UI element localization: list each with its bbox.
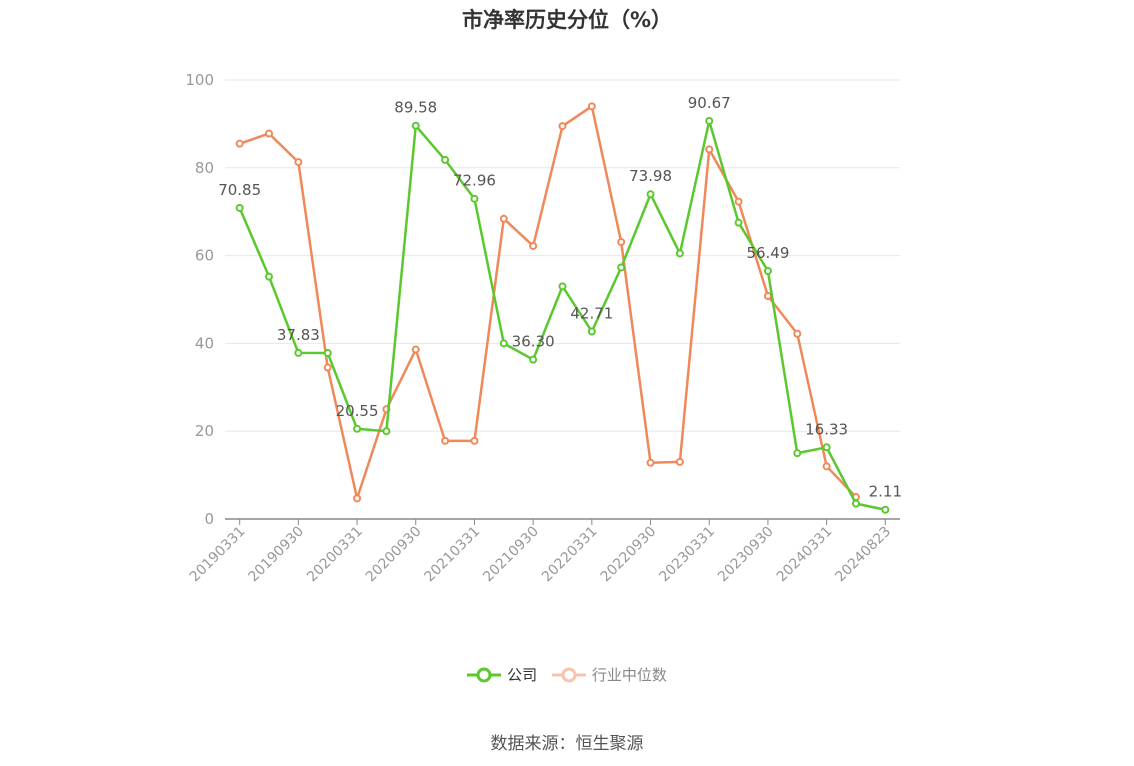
chart-title: 市净率历史分位（%）	[461, 8, 673, 32]
series-1-point-13	[617, 237, 626, 246]
x-tick-label-20200331: 20200331	[304, 524, 366, 586]
series-0-point-22	[881, 505, 890, 514]
series-1-point-17	[734, 197, 743, 206]
series-0-point-11	[558, 282, 567, 291]
series-0-data-label-0: 70.85	[218, 181, 261, 199]
legend-label-company: 公司	[507, 666, 538, 684]
series-0	[235, 116, 890, 514]
series-0-point-21	[851, 499, 860, 508]
series-1-point-18	[763, 291, 772, 300]
x-tick-label-20220331: 20220331	[539, 524, 601, 586]
series-0-data-label-20: 16.33	[805, 420, 848, 438]
series-0-point-14	[646, 190, 655, 199]
x-tick-label-20200930: 20200930	[363, 524, 425, 586]
series-1-point-0	[235, 139, 244, 148]
x-tick-label-20230331: 20230331	[656, 524, 718, 586]
x-tick-label-20220930: 20220930	[598, 524, 660, 586]
series-0-data-label-18: 56.49	[746, 244, 789, 262]
series-0-point-4	[353, 424, 362, 433]
series-0-point-8	[470, 194, 479, 203]
series-1-point-4	[353, 494, 362, 503]
y-tick-label-40: 40	[195, 334, 214, 352]
series-0-data-label-2: 37.83	[277, 326, 320, 344]
series-1-point-20	[822, 462, 831, 471]
series-0-point-6	[411, 121, 420, 130]
series-1-point-8	[470, 436, 479, 445]
series-0-point-2	[294, 348, 303, 357]
series-1-point-2	[294, 158, 303, 167]
series-0-point-16	[705, 116, 714, 125]
series-1-point-16	[705, 145, 714, 154]
series-0-point-10	[529, 355, 538, 364]
series-1-point-15	[675, 457, 684, 466]
x-tick-label-20230930: 20230930	[715, 524, 777, 586]
series-0-point-18	[763, 267, 772, 276]
x-tick-label-20190331: 20190331	[187, 524, 249, 586]
legend-item-industry-median[interactable]: 行业中位数	[551, 664, 667, 685]
series-0-point-1	[265, 272, 274, 281]
series-0-point-12	[587, 327, 596, 336]
series-1-point-6	[411, 345, 420, 354]
series-0-point-3	[323, 349, 332, 358]
series-0-point-13	[617, 263, 626, 272]
series-0-data-label-22: 2.11	[869, 483, 902, 501]
x-tick-label-20240823: 20240823	[832, 524, 894, 586]
series-1-point-11	[558, 122, 567, 131]
legend-item-company[interactable]: 公司	[467, 664, 537, 685]
series-0-data-label-8: 72.96	[453, 172, 496, 190]
y-tick-label-100: 100	[185, 71, 214, 89]
y-tick-label-20: 20	[195, 422, 214, 440]
x-tick-label-20210930: 20210930	[480, 524, 542, 586]
y-axis-tick-labels: 0 20 40 60 80 100	[185, 71, 214, 528]
series-1-point-14	[646, 458, 655, 467]
y-tick-label-0: 0	[204, 510, 214, 528]
series-0-data-label-14: 73.98	[629, 167, 672, 185]
series-0-point-0	[235, 203, 244, 212]
series-0-data-label-12: 42.71	[570, 305, 613, 323]
legend-industry-line-icon	[551, 667, 586, 682]
series-0-point-20	[822, 443, 831, 452]
data-source: 数据来源：恒生聚源	[490, 734, 644, 754]
series-1-point-3	[323, 363, 332, 372]
series-0-line	[238, 119, 886, 511]
series-1-point-19	[793, 329, 802, 338]
x-tick-label-20190930: 20190930	[245, 524, 307, 586]
series-0-data-label-10: 36.30	[512, 333, 555, 351]
legend: 公司 行业中位数	[0, 664, 1134, 689]
series-0-data-label-16: 90.67	[688, 94, 731, 112]
series-1-point-1	[265, 129, 274, 138]
legend-label-industry-median: 行业中位数	[591, 666, 667, 684]
series-0-point-19	[793, 449, 802, 458]
series-1-point-9	[499, 214, 508, 223]
series-layer	[235, 102, 890, 514]
series-0-data-label-6: 89.58	[394, 99, 437, 117]
series-1	[235, 102, 860, 503]
y-tick-label-60: 60	[195, 247, 214, 265]
series-0-point-9	[499, 339, 508, 348]
series-1-line	[239, 105, 857, 500]
grid-lines	[225, 79, 900, 432]
legend-company-line-icon	[467, 667, 502, 682]
data-label-layer: 70.85 37.83 20.55 89.58 72.96 36.30 42.71 73.98…	[218, 94, 902, 501]
x-tick-label-20240331: 20240331	[774, 524, 836, 586]
series-1-point-10	[529, 241, 538, 250]
series-0-point-15	[675, 249, 684, 258]
series-0-point-7	[441, 155, 450, 164]
series-0-point-5	[382, 427, 391, 436]
series-0-point-17	[734, 218, 743, 227]
series-1-point-12	[587, 102, 596, 111]
series-0-data-label-4: 20.55	[336, 402, 379, 420]
x-tick-label-20210331: 20210331	[422, 524, 484, 586]
x-axis: 2019033120190930202003312020093020210331…	[187, 518, 900, 586]
series-1-point-7	[441, 436, 450, 445]
y-tick-label-80: 80	[195, 159, 214, 177]
